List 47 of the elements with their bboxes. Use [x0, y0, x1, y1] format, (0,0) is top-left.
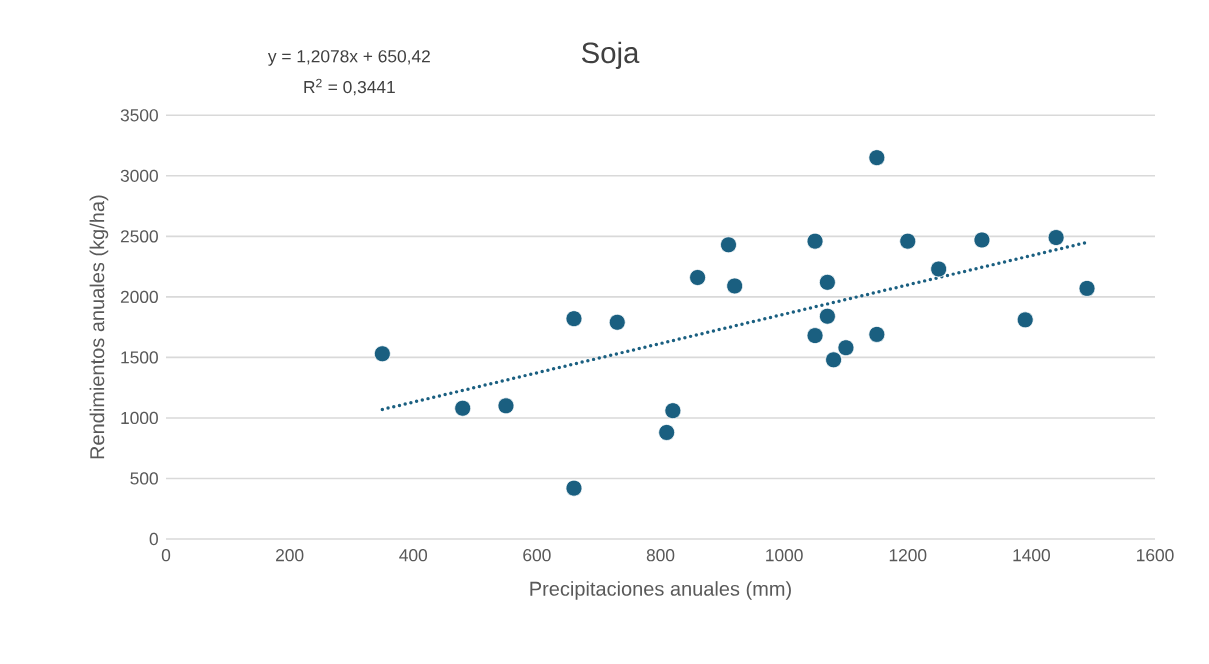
- point: [930, 260, 948, 278]
- y-tick-label: 1500: [121, 351, 158, 364]
- text: y = 1,2078x + 650,42: [267, 50, 430, 66]
- x-tick-label: 1200: [889, 549, 927, 562]
- x-tick-label: 800: [646, 549, 675, 562]
- point: [658, 424, 676, 441]
- point: [837, 339, 855, 357]
- point: [497, 397, 515, 415]
- point: [899, 232, 917, 250]
- point: [973, 231, 991, 249]
- y-tick-label: 2500: [120, 230, 158, 243]
- point: [454, 399, 472, 417]
- point: [726, 277, 744, 295]
- x-tick-label: 200: [276, 549, 304, 562]
- point: [868, 149, 886, 167]
- point: [806, 327, 824, 345]
- point: [664, 402, 682, 420]
- point: [373, 345, 391, 363]
- point: [689, 269, 706, 286]
- point: [1047, 229, 1065, 246]
- y-tick-label: 2000: [120, 290, 158, 303]
- text: R$^{2}$ = 0,3441: [304, 78, 395, 96]
- x-tick-label: 600: [523, 549, 551, 562]
- y-axis-title: Rendimientos anuales (kg/ha): [89, 195, 109, 459]
- y-tick-label: 3000: [120, 169, 158, 182]
- point: [1078, 279, 1096, 297]
- x-tick-label: 1600: [1137, 549, 1174, 562]
- y-tick-label: 500: [130, 472, 158, 485]
- y-tick-label: 3500: [120, 109, 158, 122]
- x-tick-label: 1400: [1013, 549, 1050, 562]
- point: [565, 310, 583, 328]
- x-axis-title: Precipitaciones anuales (mm): [530, 581, 791, 600]
- point: [819, 307, 836, 325]
- x-tick-label: 0: [161, 549, 171, 562]
- y-tick-label: 1000: [121, 411, 158, 425]
- point: [868, 326, 886, 343]
- point: [819, 273, 836, 291]
- point: [825, 351, 842, 369]
- point: [806, 232, 824, 250]
- chart-title: Soja: [581, 41, 640, 69]
- point: [608, 313, 626, 331]
- y-tick-label: 0: [149, 532, 158, 546]
- point: [720, 236, 737, 254]
- x-tick-label: 400: [399, 549, 428, 562]
- point: [1016, 311, 1034, 329]
- x-tick-label: 1000: [766, 549, 803, 562]
- point: [565, 479, 583, 497]
